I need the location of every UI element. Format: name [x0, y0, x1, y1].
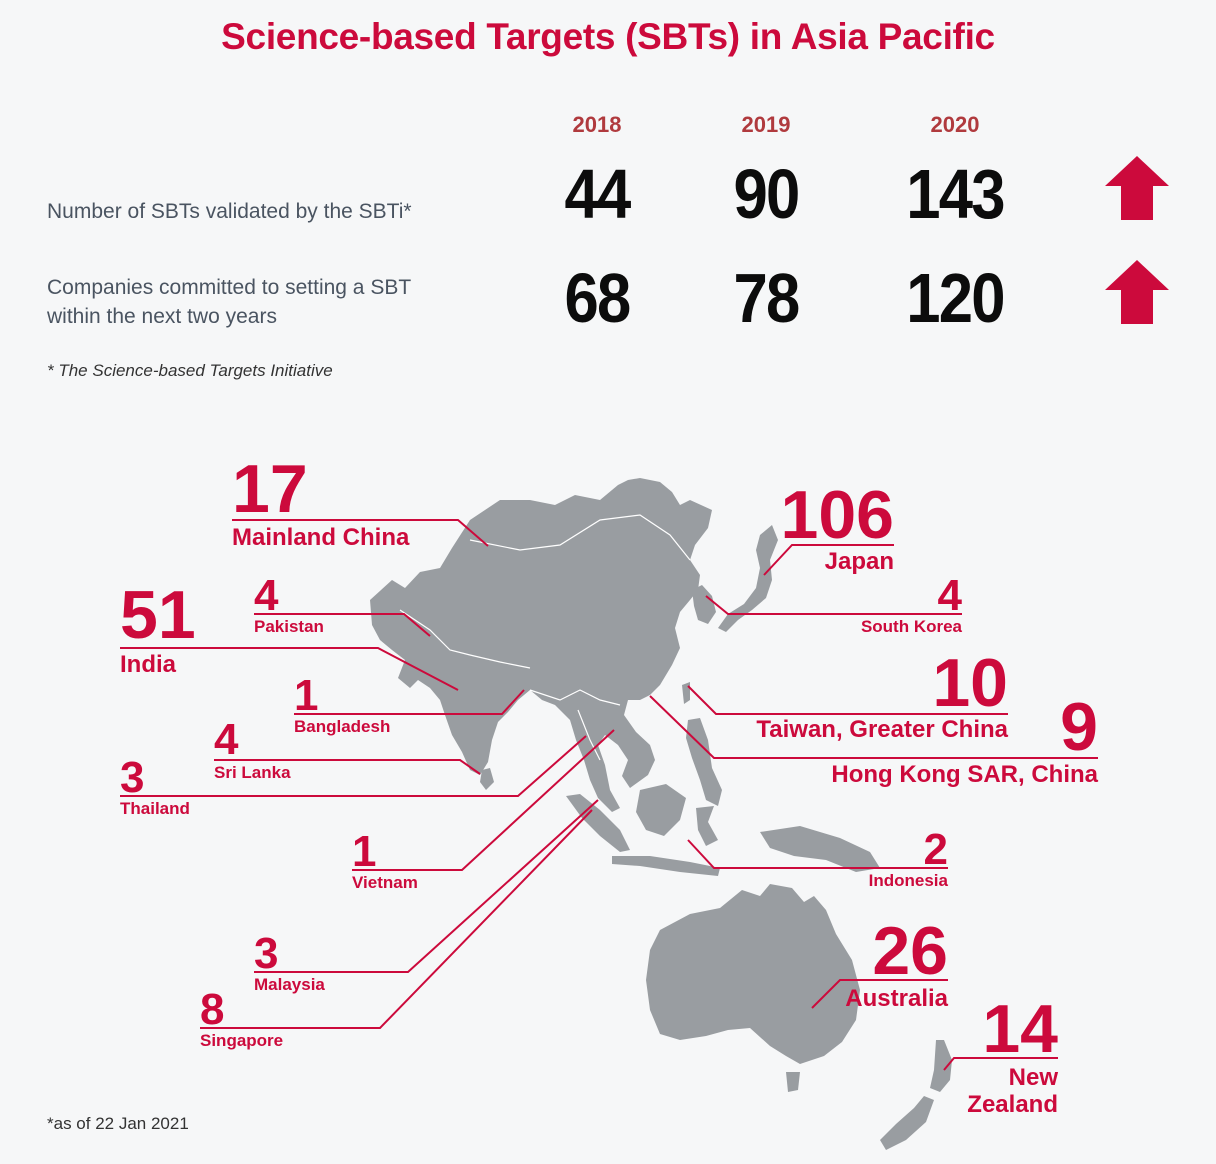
bangladesh-value: 1	[294, 671, 318, 720]
leader-line-new-zealand	[943, 1057, 1058, 1071]
indonesia-value: 2	[924, 825, 948, 874]
australia-shape	[646, 884, 860, 1064]
as-of-note: *as of 22 Jan 2021	[47, 1114, 189, 1133]
leader-line-thailand	[120, 735, 587, 797]
leader-line-malaysia	[254, 799, 599, 973]
australia-label: Australia	[845, 985, 948, 1012]
row-label-committed-line1: Companies committed to setting a SBT	[47, 276, 412, 299]
sri-lanka-label: Sri Lanka	[214, 763, 291, 782]
mainland-china-value: 17	[232, 451, 308, 527]
leader-line-australia	[811, 979, 948, 1009]
pakistan-value: 4	[254, 571, 279, 620]
year-2020: 2020	[930, 112, 980, 137]
year-2019: 2019	[741, 112, 791, 137]
japan-value: 106	[781, 477, 894, 553]
taiwan-value: 10	[932, 645, 1008, 721]
malaysia-value: 3	[254, 929, 278, 978]
row-label-committed-line2: within the next two years	[47, 305, 277, 328]
borneo-shape	[636, 784, 686, 836]
validated-2019: 90	[733, 155, 800, 233]
hong-kong-value: 9	[1060, 689, 1098, 765]
java-shape	[612, 856, 720, 876]
leader-line-vietnam	[352, 729, 615, 871]
validated-2020: 143	[906, 155, 1005, 233]
australia-value: 26	[872, 913, 948, 989]
committed-2018: 68	[564, 259, 631, 337]
south-korea-value: 4	[938, 571, 963, 620]
new-zealand-north-shape	[930, 1040, 952, 1092]
mainland-china-label: Mainland China	[232, 524, 410, 551]
leader-line-mainland-china	[232, 519, 489, 547]
south-korea-label: South Korea	[861, 617, 963, 636]
leader-line-bangladesh	[294, 689, 525, 715]
hong-kong-label: Hong Kong SAR, China	[831, 761, 1098, 788]
japan-label: Japan	[825, 548, 894, 575]
new-zealand-south-shape	[880, 1096, 934, 1150]
leader-line-pakistan	[254, 613, 431, 637]
leader-line-south-korea	[705, 595, 962, 615]
japan-shape	[718, 525, 778, 632]
leader-line-indonesia	[687, 839, 948, 869]
vietnam-label: Vietnam	[352, 873, 418, 892]
new-zealand-label-line1: New	[1009, 1064, 1059, 1091]
thailand-label: Thailand	[120, 799, 190, 818]
singapore-label: Singapore	[200, 1031, 283, 1050]
malaysia-label: Malaysia	[254, 975, 325, 994]
leader-line-india	[120, 647, 459, 691]
new-guinea-shape	[760, 826, 880, 872]
pakistan-label: Pakistan	[254, 617, 324, 636]
page-title: Science-based Targets (SBTs) in Asia Pac…	[221, 16, 995, 57]
taiwan-shape	[682, 682, 690, 704]
leader-line-japan	[763, 544, 894, 576]
bangladesh-label: Bangladesh	[294, 717, 390, 736]
row-label-validated: Number of SBTs validated by the SBTi*	[47, 200, 412, 223]
up-arrow-icon	[1105, 260, 1169, 324]
leader-line-singapore	[200, 809, 593, 1029]
singapore-value: 8	[200, 985, 224, 1034]
philippines-shape	[686, 718, 722, 806]
leader-line-hong-kong	[649, 695, 1098, 759]
committed-2019: 78	[733, 259, 800, 337]
korea-shape	[692, 585, 716, 624]
validated-2018: 44	[564, 155, 631, 233]
taiwan-label: Taiwan, Greater China	[756, 716, 1008, 743]
up-arrow-icon	[1105, 156, 1169, 220]
leader-lines	[120, 519, 1098, 1071]
thailand-value: 3	[120, 753, 144, 802]
landmass	[370, 478, 952, 1150]
sri-lanka-shape	[480, 768, 494, 790]
asia-mainland-shape	[370, 478, 712, 812]
india-value: 51	[120, 577, 196, 653]
committed-2020: 120	[906, 259, 1005, 337]
leader-line-taiwan	[687, 685, 1008, 715]
year-2018: 2018	[572, 112, 622, 137]
leader-line-sri-lanka	[214, 759, 481, 775]
indonesia-label: Indonesia	[869, 871, 949, 890]
sumatra-shape	[566, 794, 630, 852]
new-zealand-label-line2: Zealand	[967, 1091, 1058, 1118]
vietnam-value: 1	[352, 827, 376, 876]
country-borders	[399, 514, 691, 761]
sri-lanka-value: 4	[214, 715, 239, 764]
tasmania-shape	[786, 1072, 800, 1092]
sulawesi-shape	[696, 806, 718, 846]
footnote: * The Science-based Targets Initiative	[47, 361, 333, 380]
new-zealand-value: 14	[982, 991, 1058, 1067]
india-label: India	[120, 651, 177, 678]
